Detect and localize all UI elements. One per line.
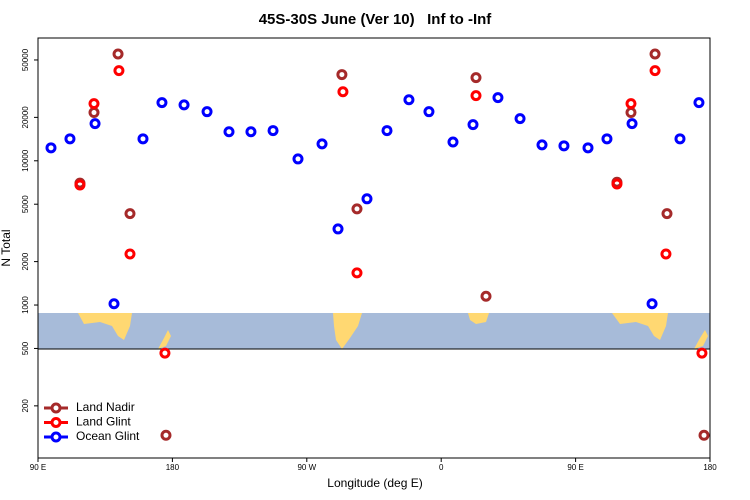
point <box>536 139 548 151</box>
point <box>470 72 482 84</box>
point <box>112 48 124 60</box>
point <box>337 86 349 98</box>
point <box>351 203 363 215</box>
point <box>625 98 637 110</box>
point <box>124 208 136 220</box>
point <box>558 140 570 152</box>
y-tick-label: 50000 <box>21 48 30 71</box>
chart-title: 45S-30S June (Ver 10) Inf to -Inf <box>259 11 493 28</box>
y-tick-label: 5000 <box>21 195 30 213</box>
y-tick-label: 2000 <box>21 252 30 270</box>
point <box>45 142 57 154</box>
point <box>159 347 171 359</box>
y-tick-label: 10000 <box>21 149 30 172</box>
plot-frame <box>37 37 711 459</box>
point <box>467 119 479 131</box>
x-tick-label: 90 W <box>297 463 316 472</box>
point <box>625 107 637 119</box>
point <box>470 90 482 102</box>
point <box>698 429 710 441</box>
legend-label: Land Glint <box>76 415 131 429</box>
point <box>267 125 279 137</box>
point <box>64 133 76 145</box>
point <box>582 142 594 154</box>
point <box>423 106 435 118</box>
point <box>156 97 168 109</box>
point <box>649 48 661 60</box>
point <box>201 106 213 118</box>
point <box>660 248 672 260</box>
point <box>245 126 257 138</box>
x-axis-label: Longitude (deg E) <box>327 476 422 490</box>
point <box>601 133 613 145</box>
y-tick-label: 1000 <box>21 296 30 314</box>
point <box>674 133 686 145</box>
y-tick-label: 500 <box>21 341 30 355</box>
point <box>113 65 125 77</box>
y-axis-label: N Total <box>0 229 13 266</box>
y-tick-label: 20000 <box>21 106 30 129</box>
point <box>361 193 373 205</box>
x-tick-label: 180 <box>703 463 717 472</box>
point <box>292 153 304 165</box>
point <box>223 126 235 138</box>
legend-label: Ocean Glint <box>76 429 140 443</box>
point <box>696 347 708 359</box>
point <box>89 118 101 130</box>
legend-label: Land Nadir <box>76 400 135 414</box>
point <box>124 248 136 260</box>
legend-marker <box>50 417 62 428</box>
point <box>492 92 504 104</box>
point <box>661 208 673 220</box>
point <box>646 298 658 310</box>
legend-marker <box>50 402 62 414</box>
point <box>693 97 705 109</box>
point <box>351 267 363 279</box>
point <box>403 94 415 106</box>
point <box>316 138 328 150</box>
legend-marker <box>50 431 62 443</box>
point <box>514 113 526 125</box>
map-strip <box>38 313 710 350</box>
point <box>332 223 344 235</box>
point <box>480 290 492 302</box>
point <box>626 118 638 130</box>
x-tick-label: 90 E <box>30 463 46 472</box>
point <box>336 69 348 81</box>
point <box>611 178 623 190</box>
x-tick-label: 0 <box>439 463 444 472</box>
point <box>137 133 149 145</box>
point <box>649 65 661 77</box>
point <box>108 298 120 310</box>
point <box>381 125 393 137</box>
point <box>160 429 172 441</box>
point <box>178 99 190 111</box>
x-tick-label: 90 E <box>567 463 583 472</box>
point <box>447 136 459 148</box>
y-tick-label: 200 <box>21 399 30 413</box>
point <box>74 179 86 191</box>
point <box>88 98 100 110</box>
x-tick-label: 180 <box>166 463 180 472</box>
point <box>88 107 100 119</box>
